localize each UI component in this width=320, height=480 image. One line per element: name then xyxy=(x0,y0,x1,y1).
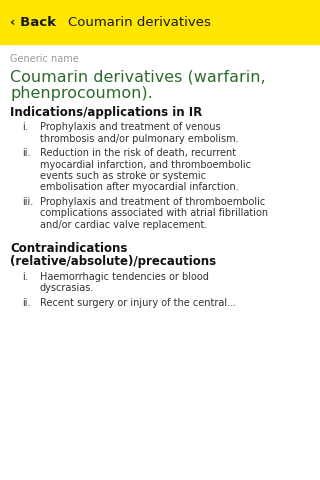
Text: Recent surgery or injury of the central...: Recent surgery or injury of the central.… xyxy=(40,298,236,308)
Text: ii.: ii. xyxy=(22,148,30,158)
Text: Coumarin derivatives: Coumarin derivatives xyxy=(68,15,211,28)
Text: Coumarin derivatives (warfarin,: Coumarin derivatives (warfarin, xyxy=(10,70,266,85)
Text: ‹ Back: ‹ Back xyxy=(10,15,56,28)
Text: Contraindications: Contraindications xyxy=(10,242,127,255)
Text: thrombosis and/or pulmonary embolism.: thrombosis and/or pulmonary embolism. xyxy=(40,133,239,144)
Text: Prophylaxis and treatment of venous: Prophylaxis and treatment of venous xyxy=(40,122,220,132)
Text: Generic name: Generic name xyxy=(10,54,79,64)
Text: Haemorrhagic tendencies or blood: Haemorrhagic tendencies or blood xyxy=(40,272,209,281)
Text: (relative/absolute)/precautions: (relative/absolute)/precautions xyxy=(10,255,216,268)
Bar xyxy=(0,0,320,44)
Text: i.: i. xyxy=(22,272,28,281)
Text: i.: i. xyxy=(22,122,28,132)
Text: phenprocoumon).: phenprocoumon). xyxy=(10,86,153,101)
Text: ii.: ii. xyxy=(22,298,30,308)
Text: myocardial infarction, and thromboembolic: myocardial infarction, and thromboemboli… xyxy=(40,159,251,169)
Text: complications associated with atrial fibrillation: complications associated with atrial fib… xyxy=(40,208,268,218)
Text: and/or cardiac valve replacement.: and/or cardiac valve replacement. xyxy=(40,220,207,230)
Text: dyscrasias.: dyscrasias. xyxy=(40,283,94,293)
Text: events such as stroke or systemic: events such as stroke or systemic xyxy=(40,171,206,181)
Text: Reduction in the risk of death, recurrent: Reduction in the risk of death, recurren… xyxy=(40,148,236,158)
Text: iii.: iii. xyxy=(22,197,33,207)
Text: embolisation after myocardial infarction.: embolisation after myocardial infarction… xyxy=(40,182,239,192)
Text: Indications/applications in IR: Indications/applications in IR xyxy=(10,106,202,119)
Text: Prophylaxis and treatment of thromboembolic: Prophylaxis and treatment of thromboembo… xyxy=(40,197,265,207)
